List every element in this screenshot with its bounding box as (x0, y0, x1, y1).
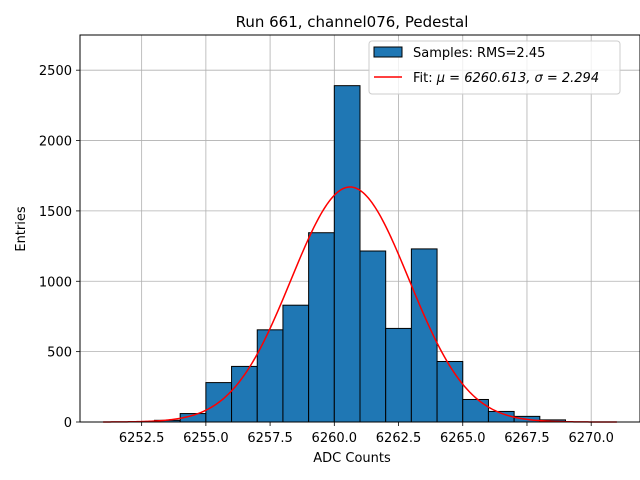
gaussian-fit-curve (103, 186, 617, 423)
x-tick-label-5: 6265.0 (440, 431, 486, 446)
legend-label-fit: Fit: μ = 6260.613, σ = 2.294 (413, 71, 599, 86)
x-tick-label-6: 6267.5 (504, 431, 550, 446)
y-tick-label-4: 2000 (39, 135, 72, 150)
y-tick-label-0: 0 (64, 416, 72, 431)
x-tick-label-0: 6252.5 (119, 431, 165, 446)
x-axis-ticks: 6252.5 6255.0 6257.5 6260.0 6262.5 6265.0 6267… (119, 422, 614, 446)
histogram-bar-7 (282, 304, 310, 423)
x-tick-label-7: 6270.0 (568, 431, 614, 446)
histogram-bar-10 (359, 250, 387, 423)
x-tick-label-4: 6262.5 (376, 431, 422, 446)
chart-title: Run 661, channel076, Pedestal (236, 13, 469, 31)
histogram-bar-11 (385, 327, 412, 423)
histogram-bar-8 (308, 232, 335, 423)
histogram-bar-9 (333, 85, 361, 423)
legend-box (368, 40, 621, 95)
legend-fit-params: μ = 6260.613, σ = 2.294 (436, 71, 599, 86)
legend-label-samples: Samples: RMS=2.45 (413, 46, 545, 61)
x-tick-label-3: 6260.0 (312, 431, 358, 446)
y-axis-ticks: 0 500 1000 1500 2000 2500 (39, 64, 80, 431)
y-tick-label-5: 2500 (39, 64, 72, 79)
y-tick-label-1: 500 (47, 346, 72, 361)
plot-frame (79, 34, 640, 423)
x-axis-label: ADC Counts (313, 451, 391, 466)
histogram-bars (128, 85, 567, 423)
y-axis-label: Entries (14, 206, 29, 252)
x-tick-label-1: 6255.0 (183, 431, 229, 446)
y-tick-label-2: 1000 (39, 275, 72, 290)
x-tick-label-2: 6257.5 (247, 431, 293, 446)
y-tick-label-3: 1500 (39, 205, 72, 220)
legend: Samples: RMS=2.45 Fit: μ = 6260.613, σ =… (368, 40, 621, 95)
legend-swatch-samples (373, 46, 403, 58)
legend-fit-prefix: Fit: (413, 71, 437, 86)
histogram-bar-13 (436, 360, 464, 423)
histogram-bar-6 (256, 329, 284, 423)
histogram-bar-14 (462, 398, 489, 423)
fit-curve-path (103, 186, 617, 423)
